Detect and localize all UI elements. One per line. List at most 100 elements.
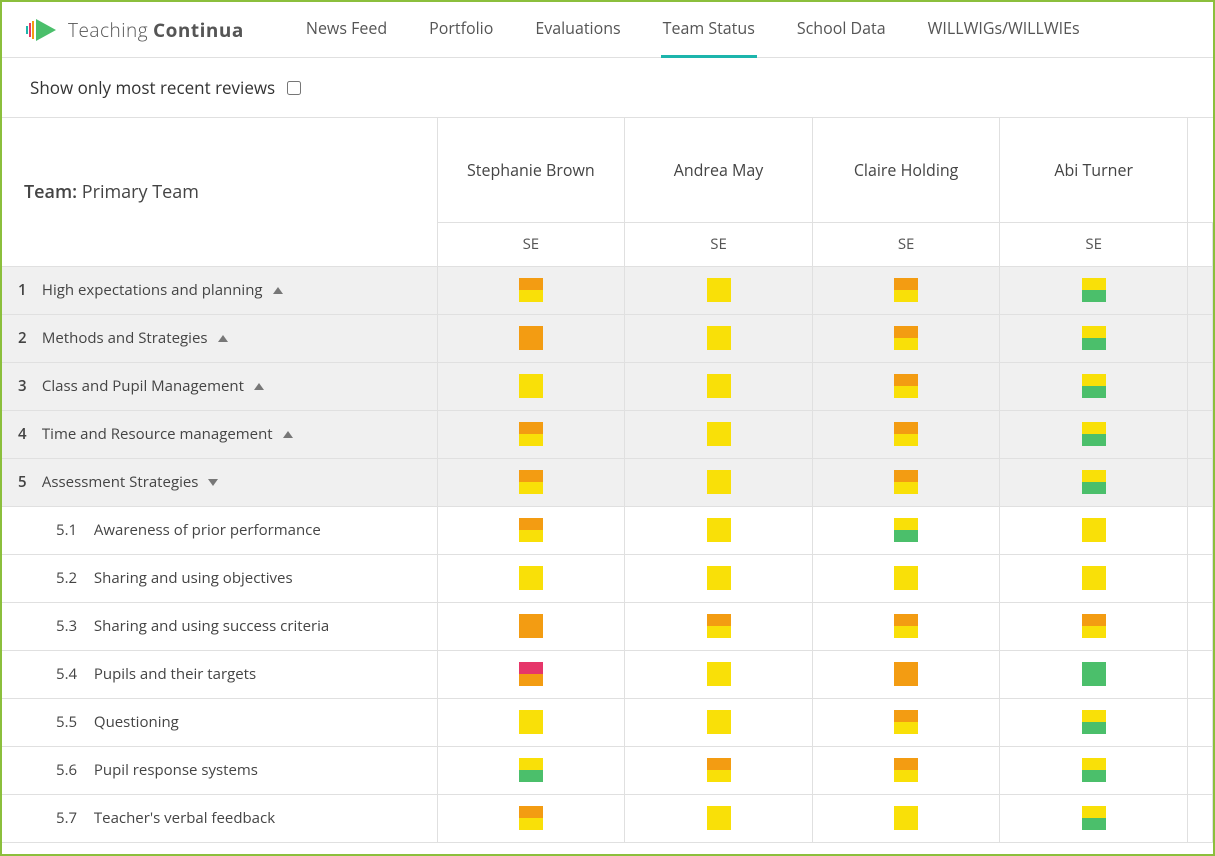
status-cell <box>1000 602 1188 650</box>
status-cell <box>625 314 813 362</box>
expand-icon[interactable] <box>208 479 218 486</box>
filter-recent-checkbox[interactable] <box>287 81 301 95</box>
nav-item[interactable]: Team Status <box>661 1 757 58</box>
row-number: 5.6 <box>56 760 90 780</box>
status-swatch <box>519 806 543 830</box>
status-swatch <box>894 518 918 542</box>
row-stub <box>1187 698 1212 746</box>
subcategory-label: 5.6 Pupil response systems <box>2 746 437 794</box>
status-cell <box>437 266 625 314</box>
row-number: 5.7 <box>56 808 90 828</box>
status-swatch <box>894 326 918 350</box>
row-number: 5.2 <box>56 568 90 588</box>
nav-item[interactable]: WILLWIGs/WILLWIEs <box>926 1 1082 58</box>
status-swatch <box>894 422 918 446</box>
status-cell <box>625 746 813 794</box>
status-swatch <box>894 614 918 638</box>
status-swatch <box>707 614 731 638</box>
status-swatch <box>1082 614 1106 638</box>
category-label[interactable]: 5 Assessment Strategies <box>2 458 437 506</box>
collapse-icon[interactable] <box>283 431 293 438</box>
status-swatch <box>894 710 918 734</box>
status-cell <box>812 602 1000 650</box>
status-cell <box>437 650 625 698</box>
status-cell <box>812 266 1000 314</box>
status-cell <box>437 506 625 554</box>
status-swatch <box>1082 806 1106 830</box>
se-header: SE <box>625 222 813 266</box>
status-cell <box>1000 410 1188 458</box>
status-cell <box>625 458 813 506</box>
status-swatch <box>894 278 918 302</box>
status-swatch <box>519 614 543 638</box>
person-header[interactable]: Abi Turner <box>1000 118 1188 222</box>
status-swatch <box>1082 662 1106 686</box>
row-number: 5.4 <box>56 664 90 684</box>
status-swatch <box>894 470 918 494</box>
status-swatch <box>519 326 543 350</box>
status-swatch <box>519 470 543 494</box>
status-cell <box>625 698 813 746</box>
row-stub <box>1187 458 1212 506</box>
status-cell <box>625 650 813 698</box>
category-label[interactable]: 1 High expectations and planning <box>2 266 437 314</box>
status-swatch <box>1082 422 1106 446</box>
row-number: 5.1 <box>56 520 90 540</box>
status-swatch <box>519 278 543 302</box>
nav-item[interactable]: Evaluations <box>533 1 622 58</box>
status-swatch <box>1082 710 1106 734</box>
filter-recent-label: Show only most recent reviews <box>30 76 275 99</box>
team-name: Primary Team <box>82 180 199 204</box>
status-swatch <box>1082 470 1106 494</box>
status-cell <box>812 650 1000 698</box>
status-swatch <box>1082 758 1106 782</box>
row-number: 5 <box>18 472 38 492</box>
status-cell <box>812 794 1000 842</box>
status-cell <box>812 362 1000 410</box>
collapse-icon[interactable] <box>273 287 283 294</box>
status-cell <box>437 458 625 506</box>
topbar: Teaching Continua News Feed Portfolio Eval… <box>2 2 1213 58</box>
se-header: SE <box>1000 222 1188 266</box>
status-swatch <box>894 374 918 398</box>
row-number: 5.3 <box>56 616 90 636</box>
category-label[interactable]: 3 Class and Pupil Management <box>2 362 437 410</box>
row-number: 4 <box>18 424 38 444</box>
person-header[interactable]: Andrea May <box>625 118 813 222</box>
status-cell <box>1000 650 1188 698</box>
person-header[interactable]: Stephanie Brown <box>437 118 625 222</box>
category-label[interactable]: 4 Time and Resource management <box>2 410 437 458</box>
row-stub <box>1187 410 1212 458</box>
status-cell <box>625 410 813 458</box>
status-swatch <box>707 518 731 542</box>
collapse-icon[interactable] <box>254 383 264 390</box>
status-cell <box>812 458 1000 506</box>
se-header: SE <box>812 222 1000 266</box>
category-label[interactable]: 2 Methods and Strategies <box>2 314 437 362</box>
status-cell <box>625 602 813 650</box>
status-cell <box>437 554 625 602</box>
status-swatch <box>1082 518 1106 542</box>
brand: Teaching Continua <box>26 13 244 47</box>
status-swatch <box>894 806 918 830</box>
filter-bar: Show only most recent reviews <box>2 58 1213 118</box>
subcategory-label: 5.4 Pupils and their targets <box>2 650 437 698</box>
status-swatch <box>1082 278 1106 302</box>
main-nav: News Feed Portfolio Evaluations Team Status… <box>304 1 1082 58</box>
nav-item[interactable]: News Feed <box>304 1 389 58</box>
status-swatch <box>707 326 731 350</box>
nav-item[interactable]: School Data <box>795 1 888 58</box>
status-cell <box>1000 794 1188 842</box>
se-header: SE <box>437 222 625 266</box>
status-swatch <box>519 662 543 686</box>
person-header[interactable]: Claire Holding <box>812 118 1000 222</box>
team-label: Team: <box>24 180 77 204</box>
status-cell <box>625 506 813 554</box>
status-swatch <box>519 710 543 734</box>
status-cell <box>625 554 813 602</box>
brand-word-2: Continua <box>153 17 244 43</box>
status-cell <box>437 746 625 794</box>
collapse-icon[interactable] <box>218 335 228 342</box>
status-cell <box>812 554 1000 602</box>
nav-item[interactable]: Portfolio <box>427 1 495 58</box>
